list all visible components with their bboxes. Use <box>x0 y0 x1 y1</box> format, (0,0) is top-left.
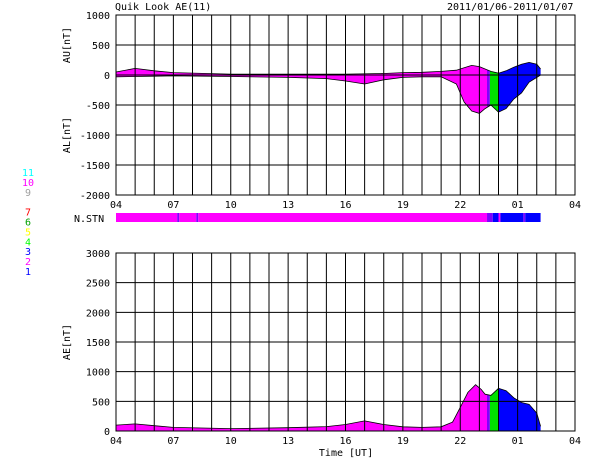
series-al-fill-2 <box>489 75 499 113</box>
x-axis-title: Time [UT] <box>319 448 373 459</box>
station-segment <box>500 213 524 222</box>
station-segment <box>492 213 499 222</box>
station-segment <box>177 213 180 222</box>
y-tick-label: 2000 <box>86 308 110 319</box>
station-bar-label: N.STN <box>74 214 104 225</box>
x-tick-label: 07 <box>167 200 179 211</box>
y-tick-label: 3000 <box>86 249 110 260</box>
y-tick-label: 1000 <box>86 368 110 379</box>
y-tick-label: 0 <box>104 71 110 82</box>
legend-item-8: 8 <box>25 198 31 209</box>
series-ae-fill-2 <box>489 388 499 431</box>
x-tick-label: 19 <box>397 200 409 211</box>
legend-item-3: 3 <box>25 247 31 258</box>
x-tick-label: 07 <box>167 436 179 447</box>
date-range: 2011/01/06-2011/01/07 <box>447 2 574 13</box>
station-segment <box>523 213 526 222</box>
station-segment <box>196 213 199 222</box>
y-axis-label: AU[nT] <box>62 27 73 63</box>
x-tick-label: 10 <box>225 436 237 447</box>
series-au-fill-0 <box>116 65 487 75</box>
series-al-fill-3 <box>498 75 541 113</box>
y-tick-label: 2500 <box>86 279 110 290</box>
x-tick-label: 16 <box>339 200 351 211</box>
y-tick-label: -500 <box>86 101 110 112</box>
station-segment <box>198 213 488 222</box>
legend-item-2: 2 <box>25 257 31 268</box>
series-al-fill-1 <box>487 75 490 108</box>
y-axis-label: AE[nT] <box>62 324 73 360</box>
y-tick-label: 500 <box>92 397 110 408</box>
x-tick-label: 22 <box>454 200 466 211</box>
x-tick-label: 04 <box>569 200 581 211</box>
legend-item-6: 6 <box>25 218 31 229</box>
y-tick-label: -2000 <box>80 191 110 202</box>
x-tick-label: 19 <box>397 436 409 447</box>
x-tick-label: 13 <box>282 200 294 211</box>
station-segment <box>179 213 197 222</box>
station-segment <box>487 213 493 222</box>
x-tick-label: 10 <box>225 200 237 211</box>
legend-item-9: 9 <box>25 188 31 199</box>
series-ae-fill-1 <box>487 394 490 431</box>
y-axis-label: AL[nT] <box>62 117 73 153</box>
x-tick-label: 04 <box>110 200 122 211</box>
x-tick-label: 04 <box>110 436 122 447</box>
legend-item-1: 1 <box>25 267 31 278</box>
series-ae-fill-3 <box>498 388 541 431</box>
legend-item-5: 5 <box>25 227 31 238</box>
x-tick-label: 01 <box>512 436 524 447</box>
series-ae-fill-0 <box>116 385 487 431</box>
x-tick-label: 04 <box>569 436 581 447</box>
x-tick-label: 01 <box>512 200 524 211</box>
x-tick-label: 13 <box>282 436 294 447</box>
x-tick-label: 22 <box>454 436 466 447</box>
legend-item-10: 10 <box>22 178 34 189</box>
station-segment <box>116 213 178 222</box>
legend-item-11: 11 <box>22 168 34 179</box>
series-al-line <box>115 74 541 114</box>
y-tick-label: 1000 <box>86 11 110 22</box>
station-bar: N.STN <box>74 213 541 225</box>
legend-item-7: 7 <box>25 208 31 219</box>
y-tick-label: 1500 <box>86 338 110 349</box>
y-tick-label: -1500 <box>80 161 110 172</box>
figure-title: Quik Look AE(11) <box>115 2 212 13</box>
series-al-fill-0 <box>116 75 487 113</box>
series-au-fill-3 <box>498 62 541 75</box>
x-tick-label: 16 <box>339 436 351 447</box>
legend-item-4: 4 <box>25 237 31 248</box>
y-tick-label: 0 <box>104 427 110 438</box>
panel-frame <box>115 252 576 432</box>
panel-frame <box>115 14 576 196</box>
y-tick-label: 500 <box>92 41 110 52</box>
y-tick-label: -1000 <box>80 131 110 142</box>
station-segment <box>498 213 501 222</box>
station-segment <box>525 213 541 222</box>
